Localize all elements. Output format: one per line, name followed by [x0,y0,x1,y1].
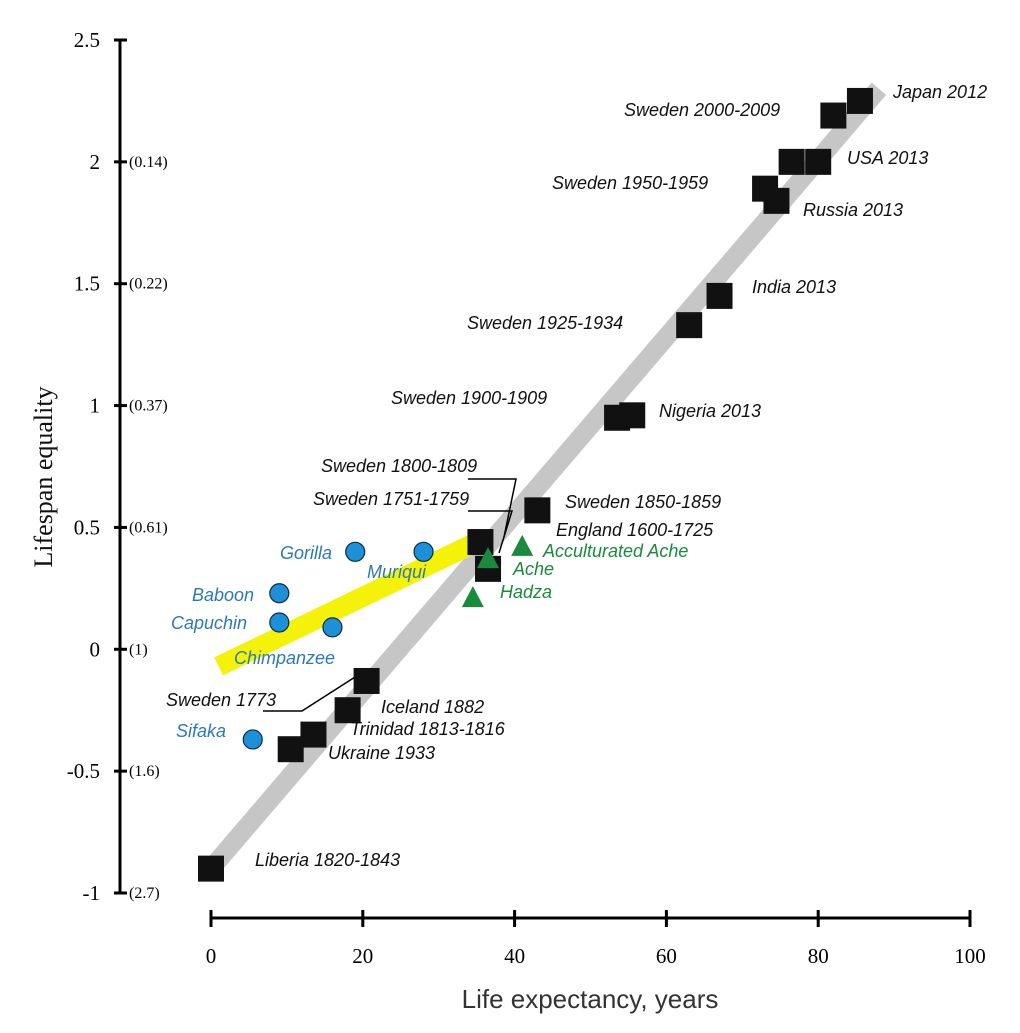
y-tick-paren-label: (0.37) [129,398,168,415]
human-population-point [805,148,832,175]
x-tick-label: 60 [656,944,677,968]
x-axis-title: Life expectancy, years [462,984,719,1014]
label-baboon: Baboon [192,585,254,605]
y-tick-paren-label: (2.7) [129,885,160,902]
y-tick-label: 1 [90,394,101,418]
label-nigeria-2013: Nigeria 2013 [659,401,761,421]
connector-sweden-1751 [468,510,514,554]
label-sifaka: Sifaka [176,721,226,741]
human-population-point [524,497,551,524]
label-sweden-2000: Sweden 2000-2009 [624,100,780,120]
human-population-point [820,102,847,129]
y-ticks: 2.5 2 (0.14) 1.5 (0.22) 1 (0.37) 0.5 (0.61) 0 (1) -… [67,28,168,905]
label-sweden-1950: Sweden 1950-1959 [552,173,708,193]
y-axis-title: Lifespan equality [29,386,58,567]
x-tick-label: 40 [504,944,525,968]
human-population-point [778,148,805,175]
trend-line-primates [214,533,481,676]
axes [118,40,970,920]
label-japan-2012: Japan 2012 [892,82,987,102]
label-trinidad: Trinidad 1813-1816 [350,719,506,739]
label-england-1600: England 1600-1725 [556,520,714,540]
y-tick-paren-label: (0.14) [129,154,168,171]
label-sweden-1751: Sweden 1751-1759 [313,489,469,509]
y-tick-label: 2.5 [74,28,100,52]
primate-point [242,729,263,750]
y-tick-label: 1.5 [74,272,100,296]
primate-point [413,541,434,562]
label-hadza: Hadza [500,582,552,602]
human-population-point [334,697,361,724]
human-population-point [706,282,733,309]
human-population-point [353,667,380,694]
label-chimpanzee: Chimpanzee [234,648,335,668]
human-population-point [763,187,790,214]
label-connectors [263,478,517,712]
label-liberia: Liberia 1820-1843 [255,850,400,870]
label-ukraine-1933: Ukraine 1933 [328,743,435,763]
hunter-gatherer-point [511,534,534,556]
human-population-point [300,721,327,748]
hunter-gatherer-point [461,586,484,608]
label-sweden-1773: Sweden 1773 [166,690,276,710]
primate-point [269,612,290,633]
label-sweden-1900: Sweden 1900-1909 [391,388,547,408]
connector-sweden-1800 [468,478,517,538]
y-tick-label: -0.5 [67,759,100,783]
x-ticks: 0 20 40 60 80 100 [206,910,986,968]
label-usa-2013: USA 2013 [847,148,928,168]
primate-point [322,617,343,638]
x-tick-label: 100 [954,944,986,968]
label-sweden-1800: Sweden 1800-1809 [321,456,477,476]
label-muriqui: Muriqui [367,562,427,582]
label-india-2013: India 2013 [752,277,836,297]
data-labels: Japan 2012 Sweden 2000-2009 USA 2013 Swe… [166,82,987,870]
human-population-point [277,736,304,763]
human-population-point [676,312,703,339]
hunter-gatherer-point [477,547,500,569]
x-tick-label: 80 [808,944,829,968]
label-acculturated-ache: Acculturated Ache [542,541,688,561]
primate-point [269,583,290,604]
human-population-point [846,87,873,114]
label-capuchin: Capuchin [171,613,247,633]
label-gorilla: Gorilla [280,543,332,563]
x-tick-label: 0 [206,944,217,968]
primate-point [345,541,366,562]
label-iceland-1882: Iceland 1882 [381,697,484,717]
label-ache: Ache [512,559,554,579]
y-tick-label: 0.5 [74,515,100,539]
y-tick-paren-label: (1.6) [129,763,160,780]
y-tick-paren-label: (0.22) [129,276,168,293]
y-tick-label: 0 [90,637,101,661]
y-tick-label: -1 [83,881,101,905]
y-tick-paren-label: (1) [129,641,148,658]
label-russia-2013: Russia 2013 [803,200,903,220]
y-tick-label: 2 [90,150,101,174]
y-tick-paren-label: (0.61) [129,519,168,536]
data-markers [198,87,873,882]
label-sweden-1850: Sweden 1850-1859 [565,492,721,512]
human-population-point [198,855,224,882]
label-sweden-1925: Sweden 1925-1934 [467,313,623,333]
human-population-point [604,404,631,431]
x-tick-label: 20 [352,944,373,968]
connector-sweden-1773 [263,669,367,712]
